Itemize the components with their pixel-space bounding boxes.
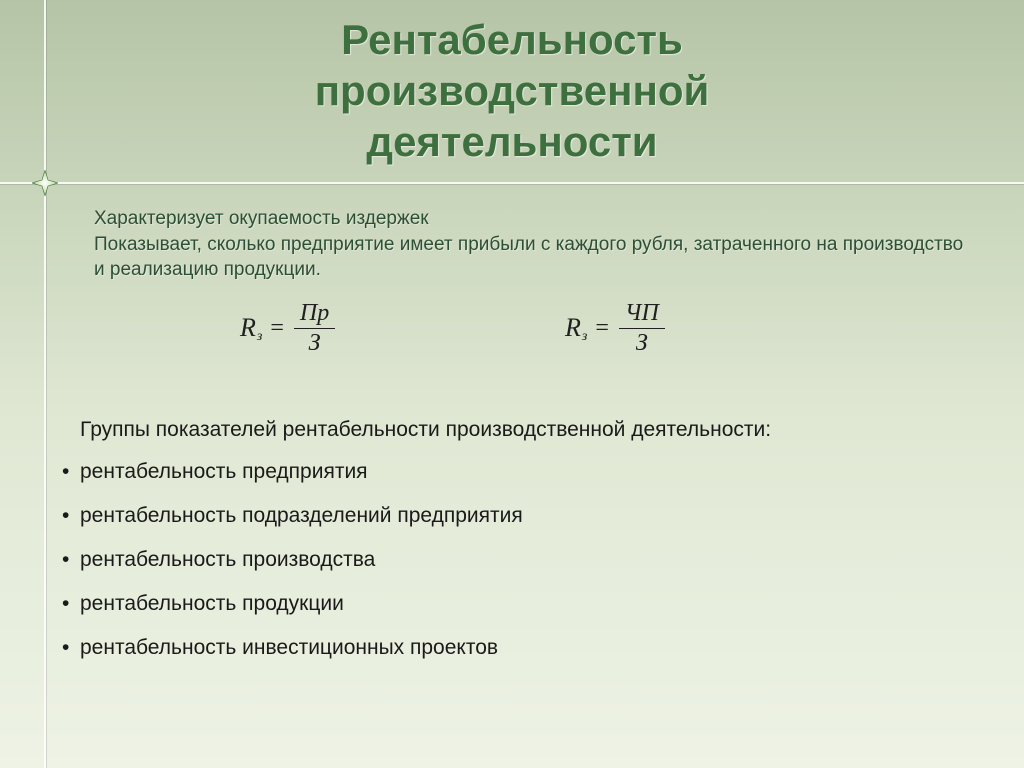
- formula-1-sub: з: [256, 329, 262, 344]
- formula-2-sub: з: [581, 329, 587, 344]
- cross-ornament-icon: [32, 170, 58, 196]
- formula-1-denominator: З: [294, 329, 335, 357]
- formula-2-denominator: З: [619, 329, 665, 357]
- equals-sign: =: [595, 315, 609, 342]
- equals-sign: =: [270, 315, 284, 342]
- formula-2-numerator: ЧП: [619, 300, 665, 329]
- list-item: рентабельность предприятия: [62, 460, 523, 484]
- list-item: рентабельность производства: [62, 548, 523, 572]
- formula-2-lhs: R: [565, 313, 581, 342]
- formula-1-numerator: Пр: [294, 300, 335, 329]
- formula-1: Rз = Пр З: [240, 300, 335, 357]
- formulas-area: Rз = Пр З Rз = ЧП З: [0, 300, 1024, 380]
- list-item: рентабельность подразделений предприятия: [62, 504, 523, 528]
- horizontal-divider: [0, 182, 1024, 184]
- intro-paragraph: Характеризует окупаемость издержек Показ…: [94, 206, 964, 283]
- formula-2: Rз = ЧП З: [565, 300, 665, 357]
- formula-1-lhs: R: [240, 313, 256, 342]
- bullet-list: рентабельность предприятия рентабельност…: [62, 460, 523, 680]
- list-item: рентабельность инвестиционных проектов: [62, 636, 523, 660]
- group-title: Группы показателей рентабельности произв…: [80, 418, 771, 442]
- list-item: рентабельность продукции: [62, 592, 523, 616]
- slide-title: Рентабельность производственной деятельн…: [0, 14, 1024, 168]
